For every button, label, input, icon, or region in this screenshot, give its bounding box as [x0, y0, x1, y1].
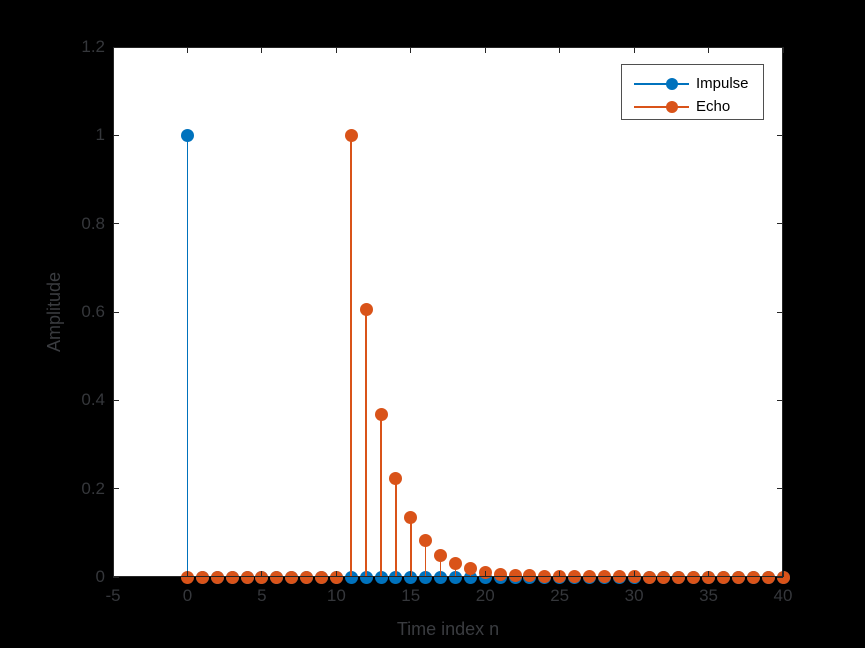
- marker-echo-2: [210, 570, 224, 584]
- marker-echo-1: [195, 570, 209, 584]
- marker-echo-19: [463, 562, 477, 576]
- marker-echo-22: [508, 568, 522, 582]
- legend-label-impulse: Impulse: [696, 75, 749, 92]
- marker-echo-23: [523, 569, 537, 583]
- x-tick-label: 0: [182, 586, 193, 605]
- stem-impulse-0: [186, 135, 189, 577]
- marker-echo-5: [255, 570, 269, 584]
- marker-impulse-13: [374, 570, 388, 584]
- marker-echo-36: [716, 570, 730, 584]
- y-tick-label: 0.6: [81, 302, 105, 321]
- y-tick-label: 0: [95, 567, 105, 586]
- stem-echo-11: [350, 135, 353, 577]
- stem-echo-14: [395, 478, 397, 577]
- marker-echo-12: [359, 302, 373, 316]
- echo-line-sample: [634, 106, 689, 108]
- marker-echo-35: [702, 570, 716, 584]
- legend: Impulse Echo: [621, 64, 764, 120]
- marker-echo-10: [329, 570, 343, 584]
- marker-impulse-14: [389, 570, 403, 584]
- marker-echo-13: [374, 408, 388, 421]
- impulse-line-sample: [634, 83, 689, 85]
- marker-echo-37: [731, 570, 745, 584]
- x-tick-label: 5: [257, 586, 267, 605]
- marker-impulse-11: [344, 570, 358, 584]
- plot-area: [113, 47, 783, 577]
- y-tick-label: 0.8: [81, 213, 105, 233]
- marker-echo-8: [300, 570, 314, 584]
- stem-echo-15: [409, 517, 412, 577]
- marker-echo-39: [761, 570, 775, 584]
- x-tick-label: 30: [624, 586, 644, 605]
- marker-echo-4: [240, 570, 254, 584]
- marker-impulse-12: [359, 570, 373, 584]
- legend-label-echo: Echo: [696, 98, 731, 115]
- y-tick-label: 0.2: [81, 478, 105, 498]
- marker-impulse-18: [448, 570, 462, 584]
- impulse-marker-sample: [666, 77, 678, 90]
- y-tick-label: 1: [95, 125, 105, 145]
- x-tick-label: 35: [699, 586, 718, 605]
- stem-echo-16: [424, 540, 427, 577]
- stem-echo-17: [439, 555, 442, 577]
- marker-echo-7: [285, 570, 299, 584]
- marker-echo-32: [657, 570, 671, 584]
- marker-impulse-0: [180, 128, 194, 142]
- x-tick-label: 40: [773, 586, 793, 605]
- echo-marker-sample: [666, 100, 678, 113]
- marker-echo-18: [448, 557, 462, 571]
- x-axis-label: Time index n: [396, 619, 500, 639]
- marker-echo-14: [389, 471, 403, 485]
- legend-entry-echo: Echo: [622, 96, 763, 118]
- marker-echo-31: [642, 570, 656, 584]
- marker-echo-6: [270, 570, 284, 584]
- legend-entry-impulse: Impulse: [622, 73, 763, 95]
- stem-echo-18: [454, 563, 457, 577]
- x-tick-label: 15: [401, 586, 421, 605]
- marker-echo-34: [687, 570, 701, 584]
- marker-echo-0: [180, 570, 194, 584]
- marker-impulse-15: [404, 570, 418, 584]
- y-tick-label: 1.2: [81, 37, 105, 56]
- x-tick-label: 25: [550, 586, 570, 605]
- x-tick-label: -5: [105, 586, 121, 605]
- marker-echo-11: [344, 128, 358, 142]
- marker-echo-20: [478, 565, 492, 579]
- marker-echo-16: [419, 534, 433, 548]
- marker-echo-21: [493, 567, 507, 581]
- marker-impulse-16: [419, 570, 433, 584]
- y-tick-label: 0.4: [81, 390, 105, 410]
- x-tick-label: 10: [326, 586, 346, 605]
- marker-echo-17: [434, 548, 448, 562]
- marker-echo-33: [672, 570, 686, 584]
- x-tick-label: 20: [475, 586, 495, 605]
- stem-echo-13: [380, 414, 382, 577]
- marker-echo-3: [225, 570, 239, 584]
- stem-echo-12: [365, 309, 367, 577]
- marker-echo-15: [404, 510, 418, 524]
- marker-impulse-17: [434, 570, 448, 584]
- marker-echo-9: [314, 570, 328, 584]
- marker-echo-40: [776, 570, 790, 584]
- marker-echo-38: [746, 570, 760, 584]
